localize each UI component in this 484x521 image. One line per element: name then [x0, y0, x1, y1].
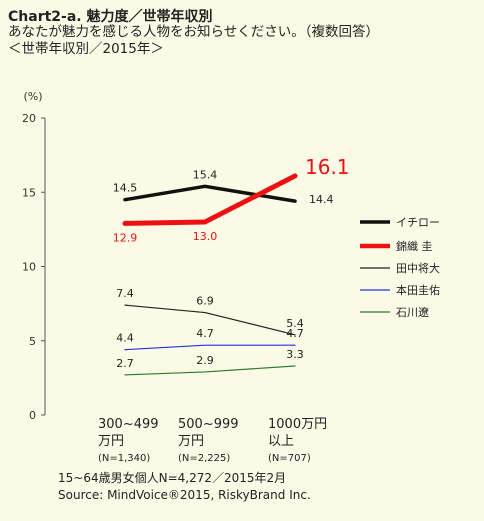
data-label: 2.7	[116, 357, 134, 370]
y-tick-label: 20	[22, 112, 36, 125]
sample-note: 15~64歳男女個人N=4,272／2015年2月	[58, 471, 287, 485]
legend-label: 石川遼	[396, 305, 429, 319]
data-label: 4.4	[116, 332, 134, 345]
data-label: 7.4	[116, 287, 134, 300]
x-tick-sample-size: (N=2,225)	[178, 453, 230, 464]
source-note: Source: MindVoice®2015, RiskyBrand Inc.	[58, 488, 311, 502]
data-label: 13.0	[193, 230, 218, 243]
legend-label: 田中将大	[396, 261, 440, 275]
chart-title: Chart2-a. 魅力度／世帯年収別	[8, 9, 213, 25]
y-tick-label: 10	[22, 261, 36, 274]
data-label: 4.7	[286, 327, 304, 340]
data-label: 16.1	[305, 155, 350, 179]
y-tick-label: 5	[29, 335, 36, 348]
legend-label: 本田圭佑	[396, 283, 440, 297]
subtitle-question: あなたが魅力を感じる人物をお知らせください。（複数回答）	[8, 24, 379, 40]
chart-footer: 15~64歳男女個人N=4,272／2015年2月 Source: MindVo…	[58, 470, 311, 504]
data-label: 3.3	[286, 348, 304, 361]
legend-label: 錦織 圭	[396, 239, 433, 253]
x-tick-label-unit: 万円	[98, 434, 124, 449]
x-tick-label-unit: 万円	[178, 434, 204, 449]
x-tick-label: 300~499	[98, 417, 159, 432]
subtitle-segment: ＜世帯年収別／2015年＞	[8, 41, 164, 57]
series-line	[124, 344, 296, 351]
y-axis-label: (%)	[23, 90, 42, 103]
legend-label: イチロー	[396, 216, 440, 229]
data-label: 2.9	[196, 354, 214, 367]
data-label: 15.4	[193, 168, 218, 181]
x-tick-label: 500~999	[178, 417, 239, 432]
chart-subtitle: あなたが魅力を感じる人物をお知らせください。（複数回答） ＜世帯年収別／2015…	[8, 24, 379, 58]
data-label: 5.4	[286, 317, 304, 330]
x-tick-sample-size: (N=1,340)	[98, 453, 150, 464]
y-tick-label: 15	[22, 186, 36, 199]
data-label: 4.7	[196, 327, 214, 340]
x-tick-label: 1000万円	[268, 417, 327, 432]
x-tick-label-unit: 以上	[268, 434, 294, 449]
data-label: 6.9	[196, 295, 214, 308]
series-line	[124, 365, 296, 376]
data-label: 14.5	[113, 182, 138, 195]
data-label: 12.9	[113, 231, 138, 244]
x-tick-sample-size: (N=707)	[268, 453, 311, 464]
series-line	[122, 173, 298, 226]
y-tick-label: 0	[29, 409, 36, 422]
data-label: 14.4	[309, 193, 334, 206]
